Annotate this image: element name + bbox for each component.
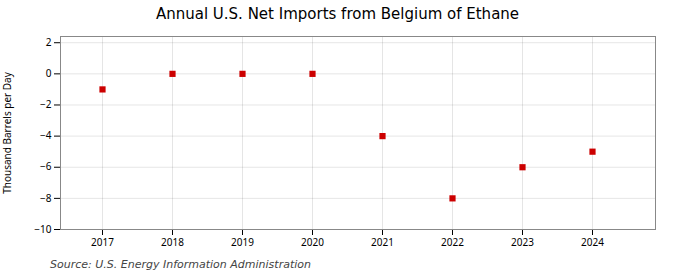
svg-text:−8: −8 [40, 191, 52, 205]
svg-text:−10: −10 [34, 222, 51, 236]
svg-text:−6: −6 [40, 159, 52, 173]
svg-text:2020: 2020 [301, 235, 324, 249]
html-text:Source: U.S. Energy Informatio: Source: U.S. Energy Information Administ… [50, 258, 311, 271]
svg-text:2024: 2024 [581, 235, 604, 249]
svg-text:Thousand Barrels per Day: Thousand Barrels per Day [0, 71, 14, 194]
svg-text:2021: 2021 [371, 235, 394, 249]
svg-text:2017: 2017 [91, 235, 114, 249]
svg-text:2018: 2018 [161, 235, 184, 249]
svg-text:2: 2 [46, 35, 52, 49]
svg-text:−4: −4 [40, 128, 52, 142]
svg-text:2022: 2022 [441, 235, 464, 249]
svg-text:0: 0 [46, 66, 52, 80]
html-text:Annual U.S. Net Imports from B: Annual U.S. Net Imports from Belgium of … [155, 5, 520, 23]
svg-text:2019: 2019 [231, 235, 254, 249]
svg-text:2023: 2023 [511, 235, 534, 249]
svg-text:−2: −2 [40, 97, 52, 111]
